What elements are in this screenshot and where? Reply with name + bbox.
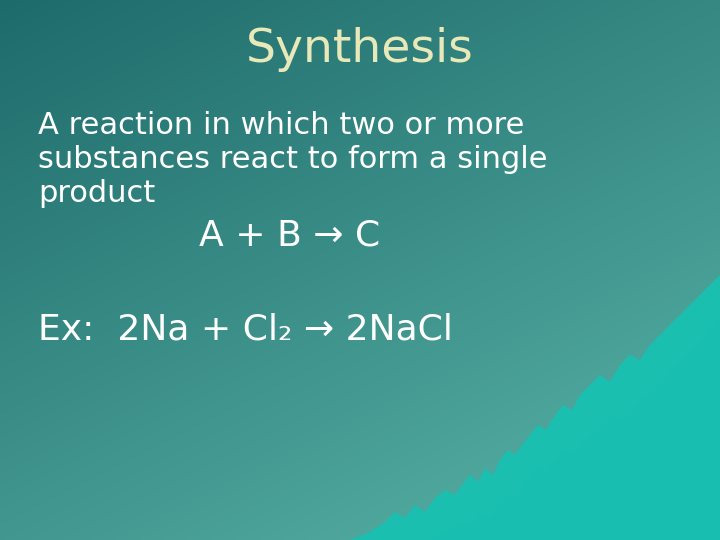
- Polygon shape: [430, 315, 720, 540]
- Text: A reaction in which two or more: A reaction in which two or more: [38, 111, 524, 139]
- Polygon shape: [350, 275, 720, 540]
- Text: A + B → C: A + B → C: [199, 218, 381, 252]
- Text: Ex:  2Na + Cl₂ → 2NaCl: Ex: 2Na + Cl₂ → 2NaCl: [38, 313, 453, 347]
- Text: Synthesis: Synthesis: [246, 28, 474, 72]
- Text: substances react to form a single: substances react to form a single: [38, 145, 547, 173]
- Text: product: product: [38, 179, 156, 207]
